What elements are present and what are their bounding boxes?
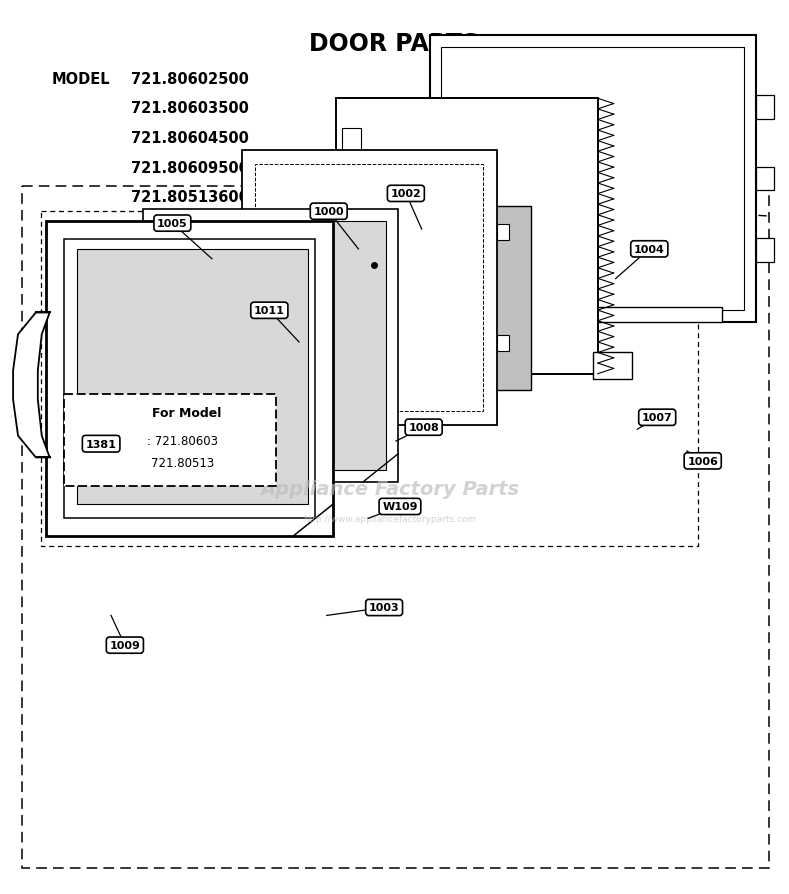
Polygon shape	[342, 129, 361, 152]
Text: 721.80602500: 721.80602500	[131, 72, 249, 87]
Bar	[22, 187, 769, 868]
Bar	[64, 395, 276, 486]
Polygon shape	[593, 352, 633, 379]
Polygon shape	[342, 224, 361, 249]
Text: 1006: 1006	[687, 456, 718, 467]
Text: W109: W109	[382, 502, 417, 512]
Text: 1009: 1009	[110, 640, 140, 651]
Text: MODEL: MODEL	[51, 72, 110, 87]
Text: DOOR PARTS: DOOR PARTS	[309, 32, 479, 55]
Text: 721.80513: 721.80513	[151, 457, 215, 469]
Polygon shape	[304, 207, 531, 390]
Text: 1002: 1002	[391, 190, 421, 199]
Text: 1003: 1003	[368, 603, 399, 612]
Polygon shape	[77, 249, 308, 505]
Polygon shape	[756, 96, 774, 120]
Text: 1000: 1000	[313, 207, 344, 217]
Polygon shape	[756, 167, 774, 191]
Bar	[41, 212, 697, 546]
Text: http://www.appliancefactoryparts.com: http://www.appliancefactoryparts.com	[304, 514, 477, 523]
Polygon shape	[497, 335, 509, 351]
Text: : 721.80603: : 721.80603	[148, 434, 219, 448]
Text: 1011: 1011	[254, 306, 285, 316]
Polygon shape	[335, 99, 598, 375]
Polygon shape	[342, 175, 361, 199]
Text: 1008: 1008	[409, 423, 439, 433]
Polygon shape	[342, 274, 361, 298]
Polygon shape	[484, 308, 721, 323]
Text: 1381: 1381	[86, 439, 117, 449]
Polygon shape	[342, 321, 361, 345]
Text: 721.80609500: 721.80609500	[131, 161, 249, 175]
Polygon shape	[430, 36, 756, 323]
Polygon shape	[756, 240, 774, 263]
Polygon shape	[143, 210, 398, 482]
Text: 721.80603500: 721.80603500	[131, 101, 249, 116]
Polygon shape	[13, 313, 50, 458]
Polygon shape	[155, 222, 386, 470]
Text: 1007: 1007	[641, 413, 672, 423]
Text: 721.80513600: 721.80513600	[131, 190, 249, 206]
Polygon shape	[241, 150, 497, 426]
Text: 1005: 1005	[157, 219, 188, 229]
Text: 721.80604500: 721.80604500	[131, 131, 249, 146]
Text: For Model: For Model	[152, 407, 222, 420]
Text: 1004: 1004	[634, 245, 664, 255]
Polygon shape	[497, 225, 509, 241]
Text: Appliance Factory Parts: Appliance Factory Parts	[260, 479, 520, 499]
Polygon shape	[46, 222, 333, 536]
